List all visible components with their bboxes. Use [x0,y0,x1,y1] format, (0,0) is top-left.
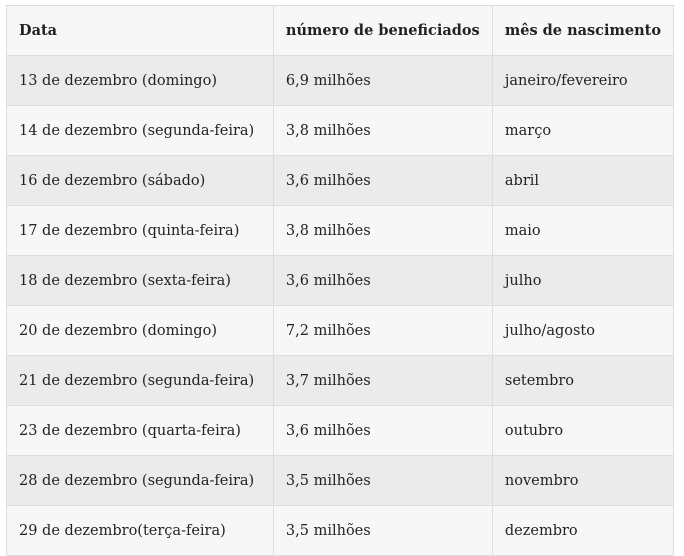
cell: 13 de dezembro (domingo) [6,55,274,106]
cell: 3,6 milhões [272,155,493,206]
cell: 3,8 milhões [272,205,493,256]
row: 16 de dezembro (sábado) 3,6 milhões abril [6,155,675,206]
cell: 7,2 milhões [272,305,493,356]
cell: 16 de dezembro (sábado) [6,155,274,206]
cell: 20 de dezembro (domingo) [6,305,274,356]
cell: 18 de dezembro (sexta-feira) [6,255,274,306]
row: 29 de dezembro(terça-feira) 3,5 milhões de… [6,505,675,556]
cell: 17 de dezembro (quinta-feira) [6,205,274,256]
cell: 21 de dezembro (segunda-feira) [6,355,274,406]
cell: novembro [491,455,675,506]
cell: julho/agosto [491,305,675,356]
cell: 3,6 milhões [272,405,493,456]
row: 28 de dezembro (segunda-feira) 3,5 milhõe… [6,455,675,506]
cell: 3,5 milhões [272,505,493,556]
cell: 6,9 milhões [272,55,493,106]
cell: 3,8 milhões [272,105,493,156]
cell: dezembro [491,505,675,556]
cell: 29 de dezembro(terça-feira) [6,505,274,556]
cell: janeiro/fevereiro [491,55,675,106]
cell: setembro [491,355,675,406]
header-cell: mês de nascimento [491,5,675,56]
row: 18 de dezembro (sexta-feira) 3,6 milhões j… [6,255,675,306]
cell: abril [491,155,675,206]
row: 21 de dezembro (segunda-feira) 3,7 milhõe… [6,355,675,406]
table: Data número de beneficiados mês de nascime… [6,5,675,556]
cell: 3,7 milhões [272,355,493,406]
cell: 3,5 milhões [272,455,493,506]
cell: maio [491,205,675,256]
row: 17 de dezembro (quinta-feira) 3,8 milhões… [6,205,675,256]
cell: julho [491,255,675,306]
cell: 3,6 milhões [272,255,493,306]
cell: 28 de dezembro (segunda-feira) [6,455,274,506]
row: 13 de dezembro (domingo) 6,9 milhões janei… [6,55,675,106]
cell: 14 de dezembro (segunda-feira) [6,105,274,156]
table-body: 13 de dezembro (domingo) 6,9 milhões janei… [6,55,675,556]
header-row: Data número de beneficiados mês de nascime… [6,5,675,56]
cell: outubro [491,405,675,456]
cell: março [491,105,675,156]
row: 20 de dezembro (domingo) 7,2 milhões julho… [6,305,675,356]
header-cell: número de beneficiados [272,5,493,56]
header-cell: Data [6,5,274,56]
cell: 23 de dezembro (quarta-feira) [6,405,274,456]
row: 14 de dezembro (segunda-feira) 3,8 milhõe… [6,105,675,156]
row: 23 de dezembro (quarta-feira) 3,6 milhões… [6,405,675,456]
